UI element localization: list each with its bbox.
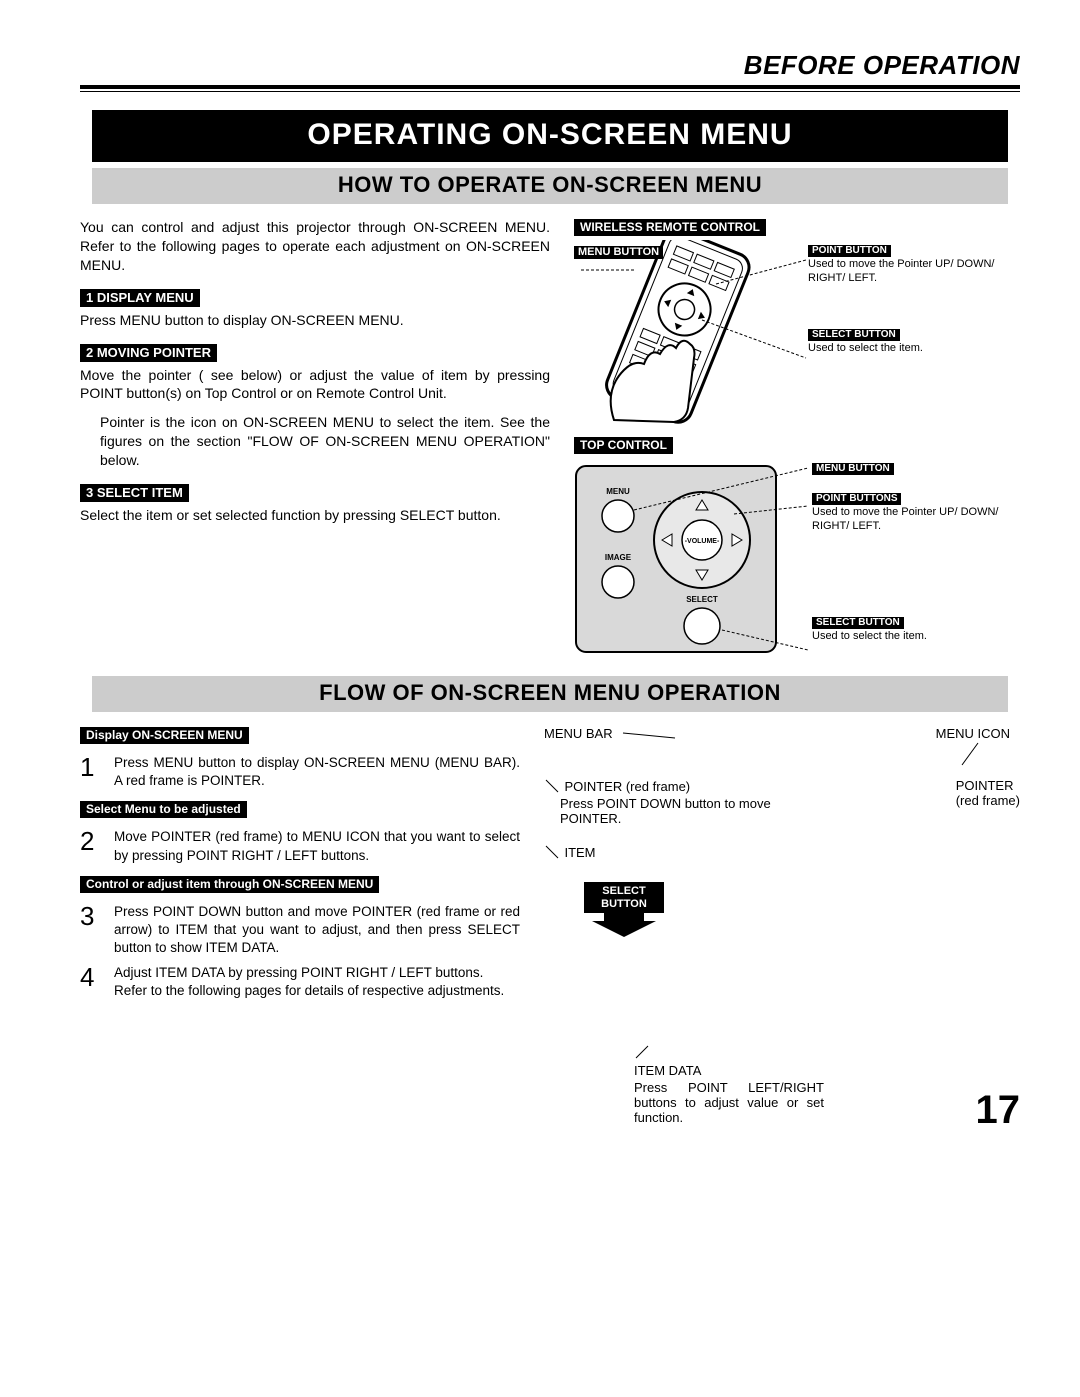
menubar-label: MENU BAR [544, 726, 613, 741]
flow-t4a: Adjust ITEM DATA by pressing POINT RIGHT… [114, 965, 483, 980]
leader-line [544, 778, 560, 794]
selectbtn-l1: SELECT [584, 882, 664, 898]
remote-menu-label: MENU BUTTON [574, 246, 663, 259]
pointer2a: POINTER [956, 778, 1020, 793]
howto-banner: HOW TO OPERATE ON-SCREEN MENU [92, 168, 1008, 204]
flow-num-1: 1 [80, 754, 100, 780]
step1-text: Press MENU button to display ON-SCREEN M… [80, 311, 550, 330]
remote-point-text: Used to move the Pointer UP/ DOWN/ RIGHT… [808, 258, 1020, 286]
pointer1-note: Press POINT DOWN button to move POINTER. [560, 796, 784, 826]
top-control-illustration: -VOLUME- MENU IMAGE SELECT [574, 458, 814, 658]
page-number: 17 [976, 1088, 1021, 1133]
step2-label: 2 MOVING POINTER [80, 344, 217, 362]
flow-t3: Press POINT DOWN button and move POINTER… [114, 903, 520, 958]
top-select-text: SELECT [686, 595, 718, 604]
step2-note: Pointer is the icon on ON-SCREEN MENU to… [100, 413, 550, 470]
remote-select-text: Used to select the item. [808, 342, 1020, 356]
pointer2b: (red frame) [956, 793, 1020, 808]
volume-label: -VOLUME- [685, 538, 720, 545]
step3-label: 3 SELECT ITEM [80, 484, 189, 502]
remote-select-label: SELECT BUTTON [808, 329, 900, 341]
intro-text: You can control and adjust this projecto… [80, 218, 550, 275]
flow-num-3: 3 [80, 903, 100, 929]
itemdata-note: Press POINT LEFT/RIGHT buttons to adjust… [634, 1080, 824, 1125]
menuicon-label: MENU ICON [936, 726, 1010, 741]
pointer1-label: POINTER (red frame) [564, 779, 690, 794]
remote-illustration [574, 240, 814, 430]
itemdata-label: ITEM DATA [634, 1063, 701, 1078]
top-point-text: Used to move the Pointer UP/ DOWN/ RIGHT… [812, 506, 1020, 534]
rule-thick [80, 85, 1020, 89]
leader-line [960, 741, 980, 767]
main-banner: OPERATING ON-SCREEN MENU [92, 110, 1008, 162]
flow-t2: Move POINTER (red frame) to MENU ICON th… [114, 828, 520, 864]
selectbtn-l2: BUTTON [584, 898, 664, 913]
top-point-label: POINT BUTTONS [812, 493, 901, 505]
item-label: ITEM [564, 845, 595, 860]
section-header: BEFORE OPERATION [80, 50, 1020, 81]
flow-h2: Select Menu to be adjusted [80, 801, 247, 818]
top-select-text: Used to select the item. [812, 630, 1020, 644]
step3-text: Select the item or set selected function… [80, 506, 550, 525]
leader-line [634, 1044, 650, 1060]
flow-banner: FLOW OF ON-SCREEN MENU OPERATION [92, 676, 1008, 712]
flow-t4b: Refer to the following pages for details… [114, 983, 504, 998]
flow-num-2: 2 [80, 828, 100, 854]
leader-line [619, 726, 679, 740]
flow-h1: Display ON-SCREEN MENU [80, 727, 249, 744]
step2-text: Move the pointer ( see below) or adjust … [80, 366, 550, 404]
flow-t4: Adjust ITEM DATA by pressing POINT RIGHT… [114, 964, 520, 1000]
top-menu-text: MENU [606, 487, 630, 496]
remote-title: WIRELESS REMOTE CONTROL [574, 219, 766, 236]
flow-t1: Press MENU button to display ON-SCREEN M… [114, 754, 520, 790]
top-image-text: IMAGE [605, 553, 632, 562]
flow-num-4: 4 [80, 964, 100, 990]
down-arrow-icon [584, 913, 664, 939]
step1-label: 1 DISPLAY MENU [80, 289, 200, 307]
top-title: TOP CONTROL [574, 437, 673, 454]
top-select-label: SELECT BUTTON [812, 617, 904, 629]
leader-line [544, 844, 560, 860]
top-menu-label: MENU BUTTON [812, 463, 894, 475]
rule-thin [80, 91, 1020, 92]
remote-point-label: POINT BUTTON [808, 245, 891, 257]
flow-h3: Control or adjust item through ON-SCREEN… [80, 876, 379, 893]
